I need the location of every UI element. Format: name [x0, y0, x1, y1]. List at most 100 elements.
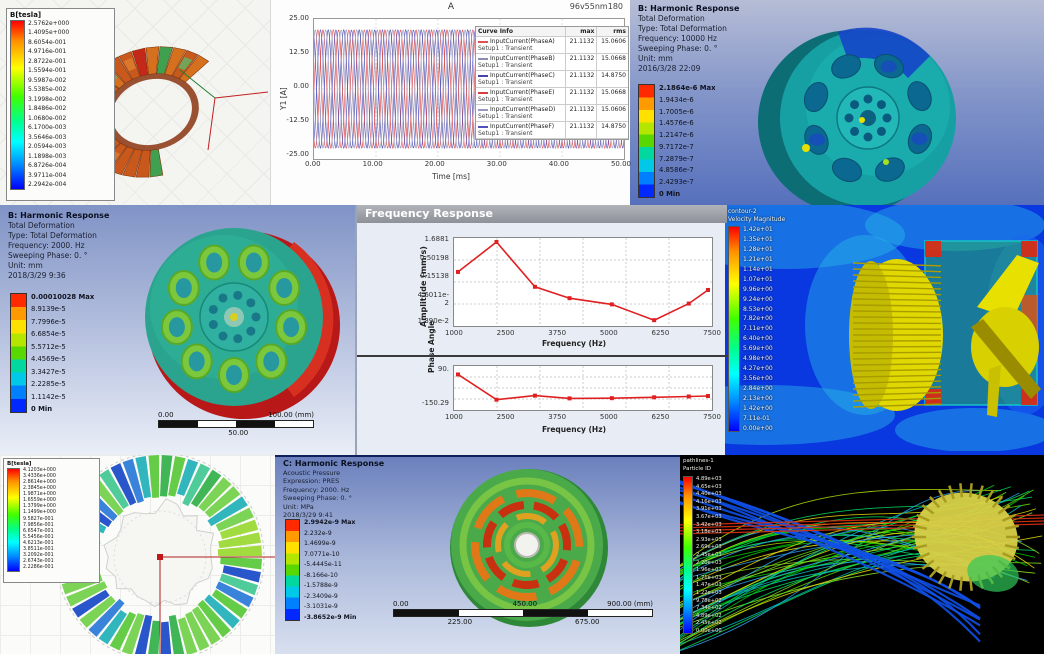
- legend-value: 1.8486e-002: [28, 105, 67, 113]
- ruler-min: 0.00: [158, 411, 174, 419]
- legend-value: 2.4293e-7: [659, 178, 694, 187]
- result-header-line: 2016/3/28 22:09: [638, 64, 701, 73]
- legend-title-2: Velocity Magnitude: [728, 215, 786, 223]
- legend-value: 5.69e+00: [743, 345, 773, 353]
- legend-value: 0.00e+00: [696, 627, 722, 634]
- legend-value: 2.232e-9: [304, 529, 332, 537]
- phase-x-tick: 3750: [548, 413, 567, 421]
- legend-value: 0.00010028 Max: [31, 293, 95, 301]
- curve-info-table: Curve Info max rms InputCurrent(PhaseA) …: [475, 26, 629, 140]
- legend-value: 9.5987e-002: [28, 76, 67, 84]
- window-title-bar[interactable]: Frequency Response: [357, 205, 727, 223]
- phase-y-tick: 90.: [437, 365, 449, 373]
- amp-y-tick: 1.6881: [424, 235, 450, 243]
- legend-value: 3.67e+03: [696, 513, 722, 520]
- amp-y-tick: 4.6011e-2: [417, 290, 449, 307]
- ruler-mid: 450.00: [512, 600, 538, 608]
- result-header-line: B: Harmonic Response: [8, 211, 110, 220]
- legend-value: 7.34e+02: [696, 605, 722, 612]
- curve-max-cell: 21.1132: [569, 123, 595, 130]
- amplitude-chart-box: [453, 237, 713, 327]
- table-row: InputCurrent(PhaseA) Setup1 : Transient …: [476, 37, 628, 54]
- legend-value: 2.9942e-9 Max: [304, 519, 356, 526]
- legend-value: 3.91e+03: [696, 506, 722, 513]
- color-scale-bar: [10, 20, 25, 190]
- cfd-contour-panel: contour-2 Velocity Magnitude 1.42e+01 1.3…: [725, 205, 1044, 459]
- result-header-line: 2018/3/29 9:41: [283, 511, 333, 519]
- legend-title: B[tesla]: [10, 11, 42, 19]
- curve-max-cell: 21.1132: [569, 55, 595, 62]
- velocity-legend: contour-2 Velocity Magnitude 1.42e+01 1.3…: [728, 208, 785, 432]
- curve-swatch: [478, 74, 488, 77]
- rotor-3d-view: [758, 27, 956, 205]
- col-curve-info: Curve Info: [476, 27, 566, 36]
- x-tick-label: 0.00: [305, 160, 321, 168]
- amp-x-tick: 2500: [496, 329, 515, 337]
- legend-value: 4.4569e-5: [31, 355, 66, 364]
- legend-value: 1.6559e+000: [23, 498, 56, 504]
- curve-name-cell: InputCurrent(PhaseF) Setup1 : Transient: [476, 122, 566, 138]
- particle-id-legend: pathlines-1 Particle ID 4.89e+03 4.65e+03…: [683, 458, 722, 634]
- legend-value: 2.5762e+000: [28, 20, 70, 27]
- legend-value: 1.0680e-002: [28, 114, 67, 122]
- y-tick-label: 0.00: [293, 82, 309, 90]
- legend-value: 2.2285e-5: [31, 380, 66, 389]
- harmonic-response-top-panel: B: Harmonic Response Total Deformation Typ…: [630, 0, 1044, 205]
- result-header-line: 2018/3/29 9:36: [8, 271, 66, 280]
- result-header-line: Unit: mm: [638, 54, 673, 63]
- legend-value: 6.40e+00: [743, 335, 773, 343]
- legend-value: 3.5646e-003: [28, 133, 67, 141]
- legend-title-1: contour-2: [728, 208, 757, 215]
- maxwell-ring-panel: B[tesla] 4.1203e+000 3.4336e+000 2.8614e+0…: [0, 455, 275, 654]
- frequency-response-window: Frequency Response Amplitude (mm/s) 1.68…: [355, 205, 727, 459]
- legend-value: 4.65e+03: [696, 483, 722, 490]
- result-header-line: Type: Total Deformation: [638, 24, 727, 33]
- legend-value: 1.71e+03: [696, 574, 722, 581]
- curve-name-cell: InputCurrent(PhaseE) Setup1 : Transient: [476, 88, 566, 104]
- y-tick-label: 12.50: [288, 48, 309, 56]
- legend-value: 2.45e+03: [696, 551, 722, 558]
- legend-value: 1.96e+03: [696, 567, 722, 574]
- legend-value: 1.2147e-6: [659, 131, 694, 140]
- legend-value: 6.6547e-001: [23, 528, 54, 534]
- legend-value: 1.07e+01: [743, 275, 773, 283]
- amp-x-tick: 7500: [703, 329, 721, 337]
- legend-value: 2.20e+03: [696, 559, 722, 566]
- x-tick-label: 50.00: [610, 160, 631, 168]
- curve-rms-cell: 14.8750: [596, 122, 628, 138]
- legend-value: 4.27e+00: [743, 365, 773, 373]
- b-field-legend: B[tesla] 4.1203e+000 3.4336e+000 2.8614e+0…: [3, 458, 100, 583]
- amp-y-tick: 0.50198: [420, 253, 449, 262]
- curve-name-cell: InputCurrent(PhaseD) Setup1 : Transient: [476, 105, 566, 121]
- color-scale-bar: [683, 476, 693, 634]
- legend-value: 3.56e+00: [743, 375, 773, 383]
- legend-value: 1.42e+00: [743, 404, 773, 412]
- harmonic-response-mid-panel: B: Harmonic Response Total Deformation Typ…: [0, 205, 355, 455]
- y-tick-label: -25.00: [286, 150, 309, 158]
- ruler-min: 0.00: [393, 600, 409, 608]
- phase-x-tick: 2500: [496, 413, 515, 421]
- curve-swatch: [478, 57, 488, 60]
- legend-value: 3.8511e-001: [23, 546, 54, 552]
- result-header-line: Frequency: 10000 Hz: [638, 34, 717, 43]
- legend-value: 7.7996e-5: [31, 317, 66, 326]
- model-label: 96v55nm180: [569, 2, 623, 11]
- phase-x-tick: 7500: [703, 413, 721, 421]
- curve-rms-cell: 15.0668: [596, 54, 628, 70]
- legend-value: 3.3427e-5: [31, 367, 66, 376]
- curve-name-cell: InputCurrent(PhaseB) Setup1 : Transient: [476, 54, 566, 70]
- amp-y-tick: 0.15138: [420, 272, 449, 280]
- curve-max-cell: 21.1132: [569, 89, 595, 96]
- legend-value: 7.82e+00: [743, 315, 773, 323]
- curve-name-cell: InputCurrent(PhaseC) Setup1 : Transient: [476, 71, 566, 87]
- curve-swatch: [478, 91, 488, 94]
- legend-value: 9.78e+02: [696, 597, 722, 604]
- legend-value: 3.2092e-001: [23, 552, 54, 558]
- legend-value: 2.93e+03: [696, 536, 722, 543]
- legend-value: 1.42e+01: [743, 226, 773, 233]
- legend-value: -1.5788e-9: [304, 582, 338, 590]
- legend-value: 1.1898e-003: [28, 152, 67, 160]
- color-scale-bar: [10, 293, 27, 413]
- result-header-line: Sweeping Phase: 0. °: [638, 44, 718, 53]
- legend-value: 3.1998e-002: [28, 95, 67, 103]
